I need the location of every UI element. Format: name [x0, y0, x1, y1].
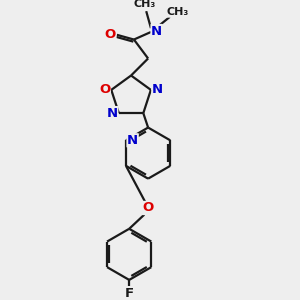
Text: CH₃: CH₃: [133, 0, 155, 9]
Text: N: N: [107, 107, 118, 120]
Text: N: N: [151, 25, 162, 38]
Text: N: N: [127, 134, 138, 147]
Text: CH₃: CH₃: [166, 7, 189, 17]
Text: O: O: [99, 83, 110, 96]
Text: F: F: [124, 286, 134, 300]
Text: O: O: [142, 202, 154, 214]
Text: N: N: [152, 83, 163, 96]
Text: O: O: [105, 28, 116, 41]
